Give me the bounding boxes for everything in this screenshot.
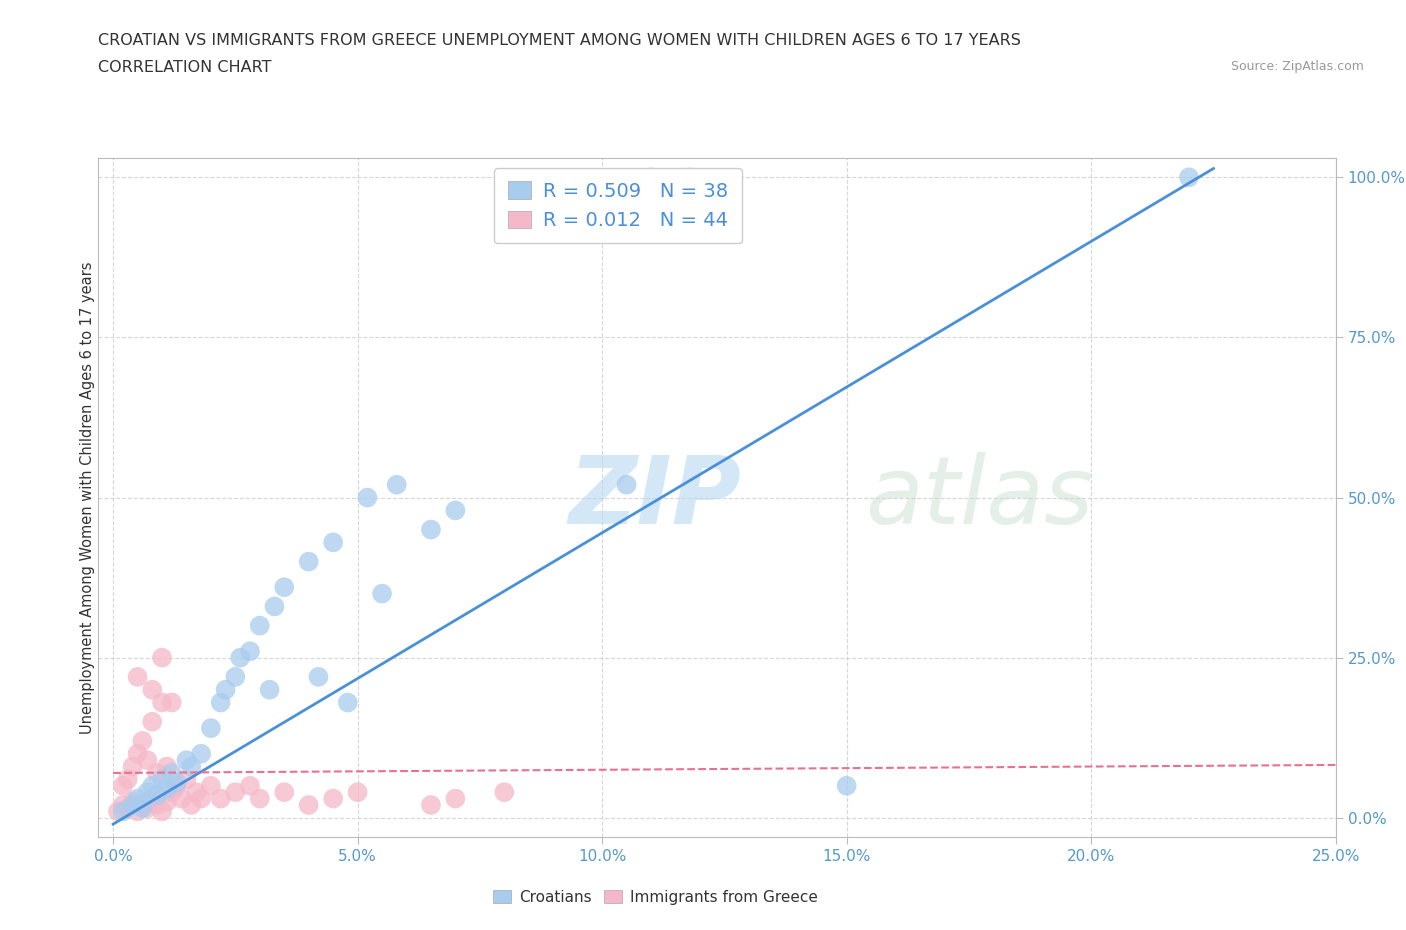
Point bbox=[186, 785, 208, 800]
Point bbox=[249, 618, 271, 633]
Point bbox=[146, 765, 169, 780]
Point bbox=[160, 765, 183, 780]
Legend: Croatians, Immigrants from Greece: Croatians, Immigrants from Greece bbox=[486, 884, 824, 910]
Point bbox=[107, 804, 129, 818]
Y-axis label: Unemployment Among Women with Children Ages 6 to 17 years: Unemployment Among Women with Children A… bbox=[80, 261, 94, 734]
Point bbox=[156, 781, 179, 796]
Point bbox=[239, 644, 262, 658]
Point bbox=[121, 794, 143, 809]
Point bbox=[835, 778, 858, 793]
Point bbox=[273, 785, 295, 800]
Point bbox=[229, 650, 252, 665]
Point bbox=[141, 791, 163, 806]
Point bbox=[136, 785, 159, 800]
Point bbox=[385, 477, 408, 492]
Text: ZIP: ZIP bbox=[568, 452, 741, 543]
Point bbox=[308, 670, 330, 684]
Point bbox=[214, 683, 236, 698]
Point bbox=[180, 759, 202, 774]
Point bbox=[371, 586, 394, 601]
Point bbox=[263, 599, 285, 614]
Point bbox=[111, 798, 134, 813]
Point bbox=[190, 791, 212, 806]
Point bbox=[160, 695, 183, 710]
Point bbox=[346, 785, 368, 800]
Text: Source: ZipAtlas.com: Source: ZipAtlas.com bbox=[1230, 60, 1364, 73]
Point bbox=[273, 579, 295, 594]
Point bbox=[200, 778, 222, 793]
Point bbox=[117, 772, 139, 787]
Point bbox=[200, 721, 222, 736]
Point bbox=[136, 801, 159, 816]
Point bbox=[150, 772, 173, 787]
Point bbox=[209, 791, 232, 806]
Point bbox=[141, 683, 163, 698]
Point bbox=[494, 785, 516, 800]
Text: CORRELATION CHART: CORRELATION CHART bbox=[98, 60, 271, 75]
Point bbox=[166, 778, 188, 793]
Point bbox=[616, 477, 638, 492]
Point bbox=[420, 798, 443, 813]
Point bbox=[356, 490, 378, 505]
Point bbox=[298, 554, 321, 569]
Point bbox=[444, 791, 467, 806]
Point bbox=[180, 798, 202, 813]
Point bbox=[131, 801, 153, 816]
Point bbox=[224, 785, 246, 800]
Point bbox=[146, 788, 169, 803]
Point bbox=[150, 695, 173, 710]
Point bbox=[111, 804, 134, 818]
Point bbox=[160, 785, 183, 800]
Point bbox=[420, 522, 443, 537]
Point bbox=[239, 778, 262, 793]
Point bbox=[131, 798, 153, 813]
Point bbox=[127, 670, 149, 684]
Point bbox=[117, 801, 139, 816]
Point bbox=[146, 798, 169, 813]
Point bbox=[131, 734, 153, 749]
Text: atlas: atlas bbox=[866, 452, 1094, 543]
Point bbox=[127, 791, 149, 806]
Point bbox=[156, 759, 179, 774]
Text: CROATIAN VS IMMIGRANTS FROM GREECE UNEMPLOYMENT AMONG WOMEN WITH CHILDREN AGES 6: CROATIAN VS IMMIGRANTS FROM GREECE UNEMP… bbox=[98, 33, 1021, 47]
Point bbox=[127, 746, 149, 761]
Point bbox=[170, 791, 193, 806]
Point bbox=[150, 804, 173, 818]
Point bbox=[176, 772, 198, 787]
Point bbox=[224, 670, 246, 684]
Point bbox=[209, 695, 232, 710]
Point bbox=[166, 775, 188, 790]
Point bbox=[176, 752, 198, 767]
Point bbox=[141, 714, 163, 729]
Point bbox=[111, 778, 134, 793]
Point bbox=[336, 695, 359, 710]
Point bbox=[150, 650, 173, 665]
Point bbox=[127, 804, 149, 818]
Point bbox=[1178, 170, 1201, 185]
Point bbox=[121, 798, 143, 813]
Point bbox=[259, 683, 281, 698]
Point bbox=[679, 170, 702, 185]
Point bbox=[640, 170, 662, 185]
Point bbox=[156, 794, 179, 809]
Point bbox=[141, 778, 163, 793]
Point bbox=[121, 759, 143, 774]
Point bbox=[136, 752, 159, 767]
Point bbox=[444, 503, 467, 518]
Point bbox=[322, 791, 344, 806]
Point bbox=[190, 746, 212, 761]
Point bbox=[249, 791, 271, 806]
Point bbox=[298, 798, 321, 813]
Point bbox=[322, 535, 344, 550]
